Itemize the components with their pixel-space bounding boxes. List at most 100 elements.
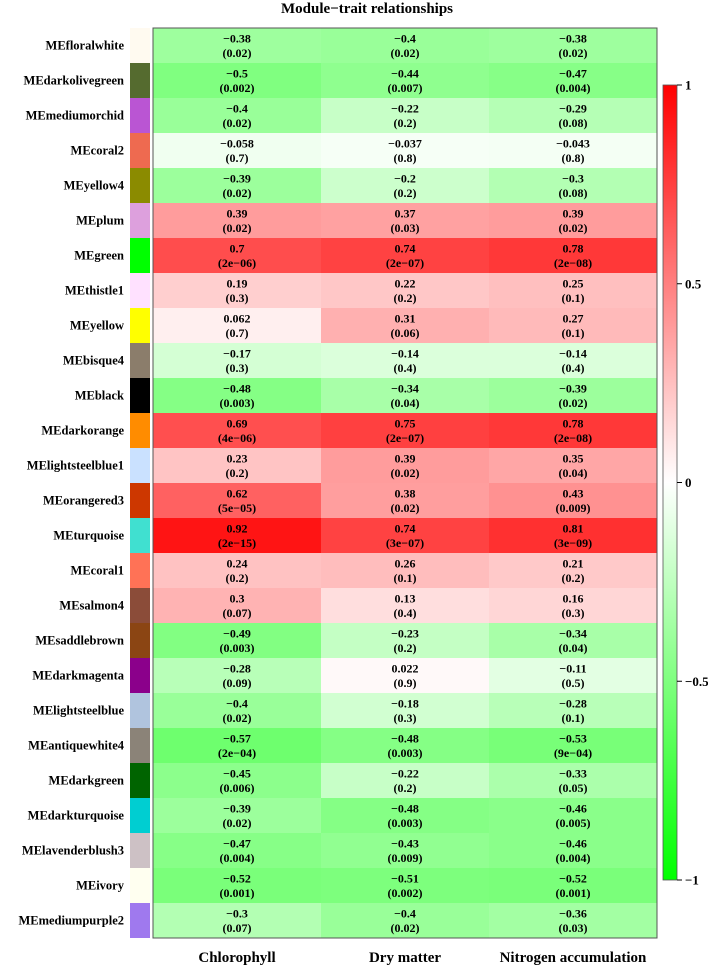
p-value-label: (0.02)	[223, 816, 252, 830]
heatmap-cell	[153, 448, 322, 484]
module-swatch-medarkolivegreen	[130, 63, 150, 98]
p-value-label: (0.3)	[562, 606, 585, 620]
heatmap-cell	[489, 483, 658, 519]
module-swatch-meorangered3	[130, 483, 150, 518]
correlation-label: −0.52	[559, 872, 587, 886]
correlation-label: 0.3	[230, 592, 245, 606]
p-value-label: (0.3)	[394, 711, 417, 725]
heatmap-cell	[321, 308, 490, 344]
p-value-label: (0.04)	[559, 466, 588, 480]
heatmap-cell	[489, 98, 658, 134]
row-label-mesaddlebrown: MEsaddlebrown	[35, 634, 124, 648]
correlation-label: 0.75	[395, 417, 416, 431]
correlation-label: −0.23	[391, 627, 419, 641]
row-label-meblack: MEblack	[75, 389, 124, 403]
p-value-label: (2e−08)	[554, 431, 592, 445]
correlation-label: −0.34	[559, 627, 587, 641]
correlation-label: −0.36	[559, 907, 587, 921]
module-swatch-mesalmon4	[130, 588, 150, 623]
module-swatch-meblack	[130, 378, 150, 413]
heatmap-cell	[153, 378, 322, 414]
module-swatch-memediumpurple2	[130, 903, 150, 938]
p-value-label: (0.005)	[556, 816, 591, 830]
module-swatch-medarkgreen	[130, 763, 150, 798]
p-value-label: (0.05)	[559, 781, 588, 795]
module-swatch-meturquoise	[130, 518, 150, 553]
row-label-medarkgreen: MEdarkgreen	[49, 774, 125, 788]
heatmap-cell	[489, 448, 658, 484]
row-label-meyellow4: MEyellow4	[64, 179, 125, 193]
module-swatch-methistle1	[130, 273, 150, 308]
heatmap-cell	[321, 98, 490, 134]
heatmap-cell	[321, 133, 490, 169]
p-value-label: (4e−06)	[218, 431, 256, 445]
correlation-label: 0.78	[563, 242, 584, 256]
heatmap-cell	[489, 413, 658, 449]
p-value-label: (0.2)	[226, 466, 249, 480]
heatmap-cell	[153, 168, 322, 204]
correlation-label: 0.35	[563, 452, 584, 466]
correlation-label: −0.45	[223, 767, 251, 781]
correlation-label: 0.26	[395, 557, 416, 571]
row-label-meplum: MEplum	[76, 214, 125, 228]
p-value-label: (0.06)	[391, 326, 420, 340]
row-labels: MEfloralwhite MEdarkolivegreen MEmediumorc…	[18, 39, 124, 928]
heatmap-cell	[321, 518, 490, 554]
row-label-meantiquewhite4: MEantiquewhite4	[28, 739, 125, 753]
legend-tick-label: 1	[685, 78, 692, 93]
p-value-label: (2e−06)	[218, 256, 256, 270]
p-value-label: (0.2)	[394, 641, 417, 655]
module-swatch-meplum	[130, 203, 150, 238]
row-label-mecoral1: MEcoral1	[71, 564, 124, 578]
heatmap-cell	[489, 588, 658, 624]
correlation-label: 0.39	[395, 452, 416, 466]
correlation-label: −0.33	[559, 767, 587, 781]
row-label-meturquoise: MEturquoise	[53, 529, 124, 543]
correlation-label: 0.69	[227, 417, 248, 431]
p-value-label: (0.009)	[556, 501, 591, 515]
p-value-label: (2e−04)	[218, 746, 256, 760]
correlation-label: −0.52	[223, 872, 251, 886]
legend-tick-label: 0	[685, 475, 692, 490]
heatmap-cell	[153, 203, 322, 239]
row-label-megreen: MEgreen	[74, 249, 124, 263]
legend-color-bar	[662, 84, 678, 881]
correlation-label: −0.4	[394, 907, 416, 921]
heatmap-cell	[489, 693, 658, 729]
p-value-label: (0.08)	[559, 116, 588, 130]
heatmap-cell	[489, 833, 658, 869]
p-value-label: (0.02)	[559, 221, 588, 235]
heatmap-cell	[489, 623, 658, 659]
correlation-label: −0.47	[223, 837, 251, 851]
correlation-label: 0.24	[227, 557, 248, 571]
heatmap-cell	[153, 903, 322, 939]
p-value-label: (0.004)	[220, 851, 255, 865]
p-value-label: (0.02)	[223, 221, 252, 235]
heatmap-cell	[153, 238, 322, 274]
module-swatch-medarkmagenta	[130, 658, 150, 693]
correlation-label: 0.38	[395, 487, 416, 501]
heatmap-cell	[489, 378, 658, 414]
heatmap-cell	[321, 903, 490, 939]
correlation-label: 0.43	[563, 487, 584, 501]
column-label-nitrogen-accumulation: Nitrogen accumulation	[500, 950, 647, 966]
correlation-label: −0.57	[223, 732, 251, 746]
module-swatch-memediumorchid	[130, 98, 150, 133]
row-label-meyellow: MEyellow	[70, 319, 124, 333]
heatmap-cell	[489, 518, 658, 554]
heatmap-cell	[153, 623, 322, 659]
heatmap-cell	[489, 168, 658, 204]
correlation-label: 0.62	[227, 487, 248, 501]
correlation-label: −0.14	[391, 347, 419, 361]
module-swatch-medarkturquoise	[130, 798, 150, 833]
legend-tick-label: −1	[685, 873, 699, 888]
correlation-label: 0.25	[563, 277, 584, 291]
correlation-label: 0.31	[395, 312, 416, 326]
correlation-label: −0.51	[391, 872, 419, 886]
correlation-label: 0.19	[227, 277, 248, 291]
correlation-label: −0.48	[391, 802, 419, 816]
module-color-swatches	[130, 28, 150, 938]
module-swatch-meyellow	[130, 308, 150, 343]
heatmap-cell	[153, 728, 322, 764]
module-swatch-mebisque4	[130, 343, 150, 378]
